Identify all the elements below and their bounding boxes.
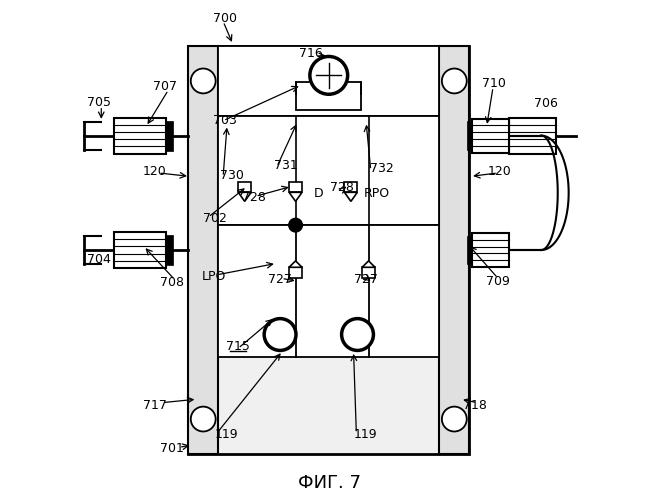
Circle shape — [310, 56, 348, 94]
Text: ФИГ. 7: ФИГ. 7 — [298, 474, 362, 492]
Text: 700: 700 — [213, 12, 237, 25]
Bar — [114, 232, 166, 268]
Text: 706: 706 — [535, 97, 558, 110]
Bar — [218, 116, 440, 225]
Bar — [114, 118, 166, 154]
Polygon shape — [289, 192, 302, 202]
Bar — [166, 120, 174, 150]
Bar — [289, 182, 302, 192]
Text: 120: 120 — [143, 165, 167, 178]
Circle shape — [289, 218, 302, 232]
Bar — [345, 182, 357, 192]
Text: 119: 119 — [354, 428, 378, 442]
Bar — [362, 268, 375, 278]
Bar — [218, 225, 440, 357]
Text: 716: 716 — [299, 47, 323, 60]
Circle shape — [191, 68, 216, 94]
Bar — [166, 235, 174, 265]
Text: 731: 731 — [275, 159, 298, 172]
Text: 708: 708 — [160, 276, 184, 289]
Text: 732: 732 — [370, 162, 393, 175]
Polygon shape — [345, 192, 357, 202]
Text: 718: 718 — [463, 398, 487, 411]
Bar — [289, 268, 302, 278]
Polygon shape — [238, 192, 251, 202]
Text: D: D — [314, 188, 323, 200]
Bar — [467, 122, 472, 150]
Text: 704: 704 — [87, 254, 111, 266]
Text: 707: 707 — [153, 80, 177, 94]
Bar — [188, 46, 469, 454]
Text: 710: 710 — [482, 77, 506, 90]
Text: 728: 728 — [242, 192, 267, 204]
Text: RPO: RPO — [364, 188, 390, 200]
Text: 727: 727 — [269, 274, 292, 286]
Bar — [188, 46, 218, 454]
Text: 702: 702 — [203, 212, 227, 225]
Text: 727: 727 — [354, 274, 378, 286]
Text: LPO: LPO — [202, 270, 226, 283]
Polygon shape — [289, 261, 302, 268]
Text: 709: 709 — [486, 275, 510, 288]
Text: 703: 703 — [213, 114, 237, 127]
Circle shape — [342, 318, 374, 350]
Circle shape — [191, 406, 216, 432]
Bar — [467, 236, 472, 264]
Bar — [509, 118, 556, 154]
Bar — [296, 82, 361, 110]
Text: 715: 715 — [226, 340, 250, 353]
Text: 728: 728 — [330, 182, 354, 194]
Text: 705: 705 — [87, 96, 111, 110]
Text: 717: 717 — [143, 398, 167, 411]
Text: 730: 730 — [220, 169, 244, 182]
Text: 119: 119 — [214, 428, 238, 442]
Bar — [440, 46, 469, 454]
Bar — [238, 182, 251, 192]
Circle shape — [442, 406, 467, 432]
Polygon shape — [362, 261, 375, 268]
Circle shape — [442, 68, 467, 94]
Circle shape — [264, 318, 296, 350]
Bar — [472, 233, 509, 267]
Text: 701: 701 — [160, 442, 184, 456]
Bar — [218, 46, 440, 116]
Text: 120: 120 — [487, 165, 511, 178]
Bar — [472, 118, 509, 152]
